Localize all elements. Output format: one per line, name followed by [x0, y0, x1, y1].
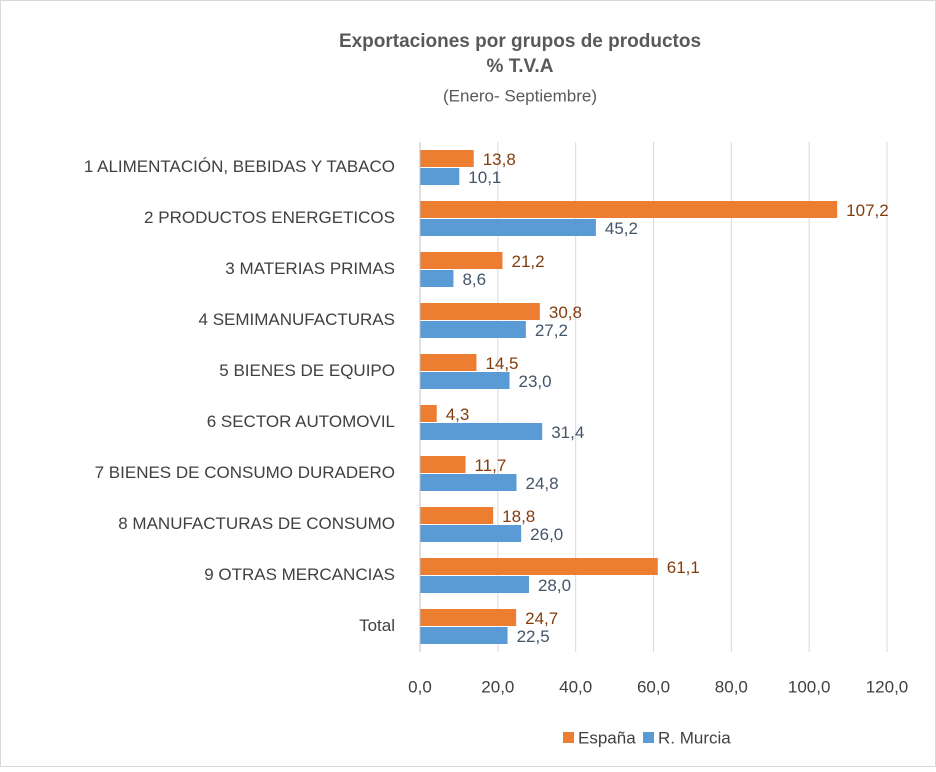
bar	[420, 405, 437, 422]
y-tick-label: 7 BIENES DE CONSUMO DURADERO	[95, 463, 395, 482]
x-tick-label: 20,0	[481, 677, 514, 696]
bar	[420, 576, 529, 593]
bar	[420, 354, 477, 371]
bar	[420, 558, 658, 575]
bar	[420, 609, 517, 626]
bar	[420, 423, 543, 440]
data-label: 22,5	[517, 627, 550, 646]
data-label: 24,7	[525, 609, 558, 628]
bar	[420, 321, 526, 338]
data-label: 26,0	[530, 525, 563, 544]
data-label: 107,2	[846, 201, 889, 220]
data-label: 24,8	[526, 474, 559, 493]
data-label: 18,8	[502, 507, 535, 526]
y-tick-label: 8 MANUFACTURAS DE CONSUMO	[118, 514, 395, 533]
x-tick-label: 0,0	[408, 677, 432, 696]
bar	[420, 507, 494, 524]
legend-swatch	[563, 732, 574, 743]
x-tick-label: 60,0	[637, 677, 670, 696]
legend-label: R. Murcia	[658, 728, 731, 747]
x-tick-label: 100,0	[788, 677, 831, 696]
chart-subtitle: % T.V.A	[487, 56, 554, 77]
data-label: 4,3	[446, 405, 470, 424]
legend-swatch	[643, 732, 654, 743]
data-label: 10,1	[468, 168, 501, 187]
y-tick-label: 3 MATERIAS PRIMAS	[225, 259, 395, 278]
data-label: 30,8	[549, 303, 582, 322]
y-tick-label: 5 BIENES DE EQUIPO	[219, 361, 395, 380]
bar	[420, 474, 517, 491]
data-label: 61,1	[667, 558, 700, 577]
x-tick-label: 40,0	[559, 677, 592, 696]
y-tick-label: Total	[359, 616, 395, 635]
bar	[420, 372, 510, 389]
data-label: 8,6	[462, 270, 486, 289]
y-tick-label: 2 PRODUCTOS ENERGETICOS	[144, 208, 395, 227]
data-label: 11,7	[475, 456, 507, 475]
bar	[420, 168, 460, 185]
legend-label: España	[578, 728, 636, 747]
chart-title: Exportaciones por grupos de productos	[339, 31, 701, 52]
bar	[420, 525, 522, 542]
chart-note: (Enero- Septiembre)	[443, 86, 597, 105]
y-tick-label: 6 SECTOR AUTOMOVIL	[207, 412, 395, 431]
x-tick-label: 120,0	[866, 677, 909, 696]
bar	[420, 303, 540, 320]
y-tick-label: 1 ALIMENTACIÓN, BEBIDAS Y TABACO	[84, 157, 395, 176]
data-label: 14,5	[485, 354, 518, 373]
data-label: 21,2	[512, 252, 545, 271]
bar	[420, 219, 596, 236]
data-label: 45,2	[605, 219, 638, 238]
data-label: 23,0	[519, 372, 552, 391]
data-label: 13,8	[483, 150, 516, 169]
bar	[420, 456, 466, 473]
bar	[420, 270, 454, 287]
x-tick-label: 80,0	[715, 677, 748, 696]
bar	[420, 252, 503, 269]
bar	[420, 201, 838, 218]
y-tick-label: 9 OTRAS MERCANCIAS	[204, 565, 395, 584]
data-label: 31,4	[551, 423, 584, 442]
bar	[420, 627, 508, 644]
y-tick-label: 4 SEMIMANUFACTURAS	[199, 310, 395, 329]
bar	[420, 150, 474, 167]
data-label: 27,2	[535, 321, 568, 340]
data-label: 28,0	[538, 576, 571, 595]
